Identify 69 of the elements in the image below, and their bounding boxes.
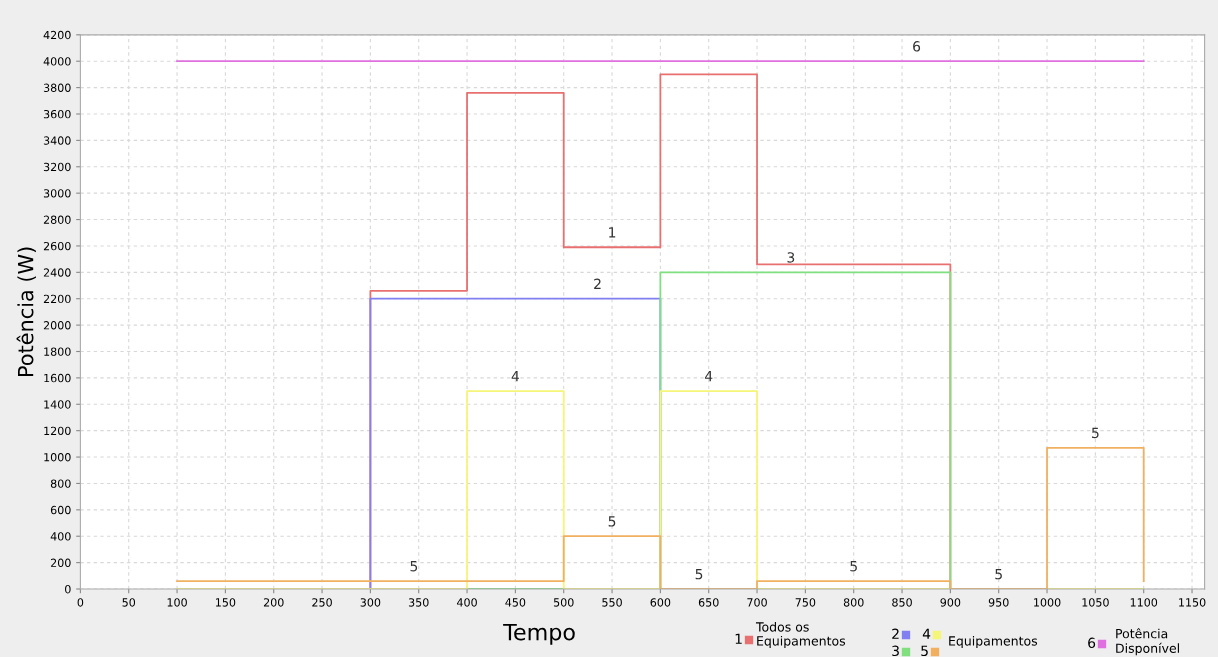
x-tick-label: 800 (843, 598, 864, 607)
y-tick-label: 3800 (43, 83, 71, 92)
x-tick-label: 450 (505, 598, 526, 607)
x-tick-label: 100 (167, 598, 187, 607)
legend-label: 3 (892, 645, 899, 657)
x-tick-label: 1150 (1179, 598, 1206, 607)
x-tick-label: 700 (747, 598, 767, 607)
y-tick-label: 200 (50, 558, 71, 567)
y-tick-label: 2400 (43, 268, 71, 277)
text: Equipamentos (949, 635, 1038, 649)
annotation: 6 (913, 41, 921, 52)
annotation: 4 (704, 371, 713, 382)
x-tick-label: 1100 (1130, 598, 1158, 607)
x-tick-label: 1000 (1034, 598, 1061, 607)
y-tick-label: 1200 (44, 426, 71, 436)
legend-label: 1 (735, 633, 742, 644)
annotation: 1 (609, 227, 616, 238)
y-tick-label: 600 (50, 505, 71, 515)
y-tick-label: 4200 (43, 30, 71, 40)
text: Potência Disponível (1116, 628, 1179, 656)
y-tick-label: 1600 (44, 373, 71, 383)
x-tick-label: 250 (312, 598, 332, 607)
y-tick-label: 2800 (43, 215, 71, 224)
legend-label: 5 (921, 645, 928, 657)
x-axis-title: Tempo (503, 623, 575, 645)
x-tick-label: 400 (456, 598, 477, 607)
x-tick-label: 950 (988, 598, 1009, 607)
x-tick-label: 200 (263, 598, 284, 607)
x-tick-label: 750 (795, 598, 816, 607)
x-tick-label: 50 (122, 598, 136, 607)
x-tick-label: 300 (360, 598, 381, 607)
y-tick-label: 2200 (43, 294, 71, 304)
annotation: 4 (511, 371, 520, 382)
y-tick-label: 3200 (43, 162, 71, 172)
y-tick-label: 1400 (44, 400, 71, 409)
x-tick-label: 600 (650, 598, 671, 607)
x-tick-label: 350 (408, 598, 429, 607)
y-tick-label: 3400 (43, 136, 71, 145)
annotation: 5 (850, 561, 857, 572)
annotation: 3 (787, 252, 795, 263)
x-tick-label: 0 (77, 598, 84, 607)
x-tick-label: 850 (892, 598, 912, 607)
x-tick-label: 550 (602, 598, 622, 607)
y-tick-label: 1000 (44, 453, 71, 462)
annotation: 2 (594, 278, 601, 289)
y-tick-label: 400 (50, 532, 71, 541)
y-tick-label: 1800 (44, 347, 71, 356)
y-tick-label: 3600 (43, 109, 71, 119)
y-tick-label: 4000 (43, 57, 71, 66)
x-tick-label: 500 (553, 598, 574, 607)
annotation: 5 (995, 569, 1002, 580)
annotation: 5 (1092, 427, 1099, 439)
y-tick-label: 2000 (43, 321, 71, 330)
legend-label: 2 (892, 628, 899, 639)
x-tick-label: 900 (940, 598, 961, 607)
x-tick-label: 1050 (1082, 598, 1109, 607)
x-tick-label: 650 (698, 598, 719, 607)
y-tick-label: 800 (50, 479, 71, 488)
annotation: 5 (410, 561, 418, 572)
y-tick-label: 3000 (43, 189, 71, 198)
annotation: 5 (695, 569, 703, 580)
annotation: 5 (608, 516, 616, 527)
y-tick-label: 0 (65, 584, 71, 594)
legend-label: 6 (1088, 637, 1096, 649)
y-axis-title: Potência (W) (16, 247, 36, 376)
text: Todos os Equipamentos (755, 621, 846, 649)
legend-label: 4 (922, 628, 931, 639)
y-tick-label: 2600 (43, 241, 71, 251)
x-tick-label: 150 (216, 598, 236, 607)
